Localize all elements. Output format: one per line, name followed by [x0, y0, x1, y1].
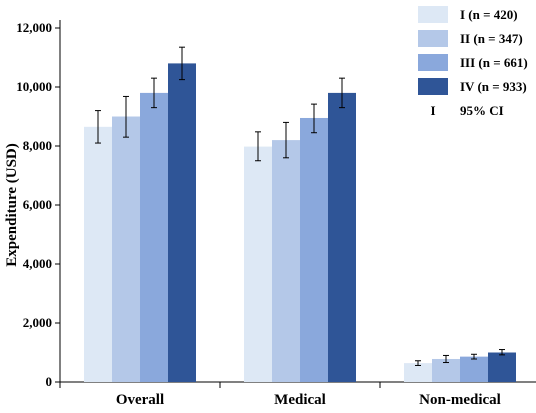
legend: I (n = 420) II (n = 347) III (n = 661) IV (…: [418, 6, 528, 118]
y-tick-label: 2,000: [23, 315, 52, 330]
bar: [244, 146, 272, 382]
bar: [84, 126, 112, 382]
legend-swatch: [418, 30, 448, 47]
error-bar: [339, 77, 345, 109]
x-category-label: Non-medical: [419, 392, 501, 408]
error-bar: [255, 131, 261, 162]
x-category-label: Overall: [116, 392, 164, 408]
ci-symbol-icon: I: [430, 103, 435, 118]
legend-label: III (n = 661): [460, 55, 528, 70]
bars: [84, 63, 516, 383]
bar: [404, 363, 432, 382]
error-bar: [283, 121, 289, 159]
error-bar: [311, 103, 317, 134]
legend-label: 95% CI: [460, 103, 504, 118]
bar: [460, 356, 488, 382]
error-bar: [179, 46, 185, 81]
bar: [488, 352, 516, 382]
y-tick-label: 6,000: [23, 197, 52, 212]
error-bar: [499, 349, 505, 356]
legend-label: II (n = 347): [460, 31, 523, 46]
axis-labels: 0 2,000 4,000 6,000 8,000 10,000 12,000 Overall…: [4, 20, 501, 408]
error-bar: [471, 353, 477, 360]
bar: [168, 63, 196, 383]
error-bar: [415, 360, 421, 366]
x-category-label: Medical: [274, 392, 326, 408]
y-tick-label: 10,000: [16, 79, 52, 94]
error-bars: [95, 46, 505, 366]
y-tick-label: 12,000: [16, 20, 52, 35]
bar: [140, 92, 168, 383]
legend-item: II (n = 347): [418, 30, 523, 47]
y-tick-label: 8,000: [23, 138, 52, 153]
legend-item: I (n = 420): [418, 6, 518, 23]
error-bar: [151, 77, 157, 109]
legend-swatch: [418, 78, 448, 95]
error-bar: [443, 354, 449, 364]
error-bar: [95, 110, 101, 144]
y-tick-label: 4,000: [23, 256, 52, 271]
legend-swatch: [418, 54, 448, 71]
bar: [328, 92, 356, 383]
bar: [300, 117, 328, 382]
bar: [272, 140, 300, 382]
bar: [112, 116, 140, 382]
legend-swatch: [418, 6, 448, 23]
legend-label: I (n = 420): [460, 7, 518, 22]
legend-item-ci: I 95% CI: [430, 103, 503, 118]
legend-item: IV (n = 933): [418, 78, 527, 95]
y-axis-title: Expenditure (USD): [4, 143, 20, 267]
bar: [432, 358, 460, 382]
legend-item: III (n = 661): [418, 54, 528, 71]
error-bar: [123, 95, 129, 138]
y-tick-label: 0: [46, 374, 53, 389]
legend-label: IV (n = 933): [460, 79, 527, 94]
